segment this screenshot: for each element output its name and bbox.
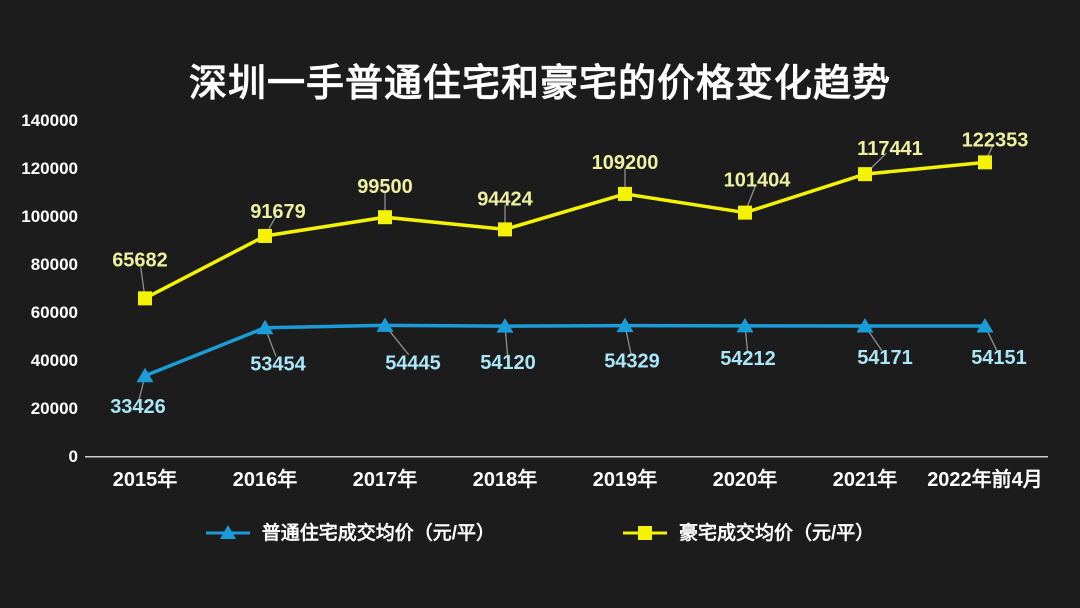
x-category-label: 2021年 [833, 467, 898, 491]
triangle-data-marker [376, 317, 394, 332]
triangle-data-marker [256, 319, 274, 335]
legend-item-luxury-housing: 豪宅成交均价（元/平） [623, 518, 874, 545]
x-category-label: 2022年前4月 [927, 467, 1043, 491]
data-label: 54120 [480, 352, 536, 374]
square-data-marker [618, 186, 632, 201]
y-tick-label: 60000 [31, 303, 78, 322]
data-label: 54151 [971, 347, 1027, 369]
x-category-label: 2016年 [233, 467, 298, 491]
data-label: 109200 [592, 152, 659, 174]
data-label: 91679 [250, 201, 306, 223]
x-category-label: 2020年 [713, 467, 778, 491]
data-label: 54212 [720, 348, 776, 370]
data-label: 65682 [112, 249, 168, 271]
data-label: 54171 [857, 347, 913, 369]
x-category-label: 2017年 [353, 467, 418, 491]
triangle-data-marker [976, 318, 994, 333]
data-label: 53454 [250, 354, 306, 376]
data-label: 33426 [110, 396, 166, 418]
chart-legend: 普通住宅成交均价（元/平） 豪宅成交均价（元/平） [0, 518, 1080, 545]
y-tick-label: 40000 [31, 351, 78, 370]
square-data-marker [258, 228, 272, 243]
y-tick-label: 0 [69, 447, 78, 466]
data-label: 101404 [724, 170, 792, 192]
square-data-marker [738, 205, 752, 220]
data-label: 94424 [477, 188, 533, 210]
y-tick-label: 80000 [31, 255, 78, 274]
data-label: 99500 [357, 176, 413, 198]
square-data-marker [378, 210, 392, 225]
y-tick-label: 100000 [21, 207, 78, 226]
x-category-label: 2019年 [593, 467, 658, 491]
series-line-1 [144, 160, 986, 300]
legend-label-luxury-housing: 豪宅成交均价（元/平） [679, 523, 875, 544]
triangle-data-marker [736, 317, 754, 333]
square-data-marker [138, 291, 152, 306]
triangle-marker-icon [205, 524, 250, 539]
data-label: 54445 [385, 352, 441, 374]
x-category-label: 2015年 [113, 467, 178, 491]
legend-item-ordinary-housing: 普通住宅成交均价（元/平） [205, 518, 495, 545]
data-label: 117441 [857, 138, 923, 160]
triangle-data-marker [136, 367, 154, 383]
legend-label-ordinary-housing: 普通住宅成交均价（元/平） [261, 523, 495, 544]
y-tick-label: 140000 [21, 111, 78, 130]
y-tick-label: 120000 [21, 159, 78, 178]
square-data-marker [498, 222, 512, 237]
square-data-marker [978, 155, 992, 170]
square-data-marker [858, 167, 872, 182]
chart-title: 深圳一手普通住宅和豪宅的价格变化趋势 [188, 63, 891, 105]
triangle-data-marker [856, 317, 874, 333]
triangle-data-marker [616, 317, 634, 333]
y-tick-label: 20000 [31, 399, 78, 418]
triangle-data-marker [496, 318, 514, 333]
data-label: 122353 [962, 129, 1029, 151]
x-category-label: 2018年 [473, 467, 538, 491]
series-line-0 [144, 323, 986, 378]
square-marker-icon [623, 525, 667, 540]
data-label: 54329 [604, 351, 660, 373]
